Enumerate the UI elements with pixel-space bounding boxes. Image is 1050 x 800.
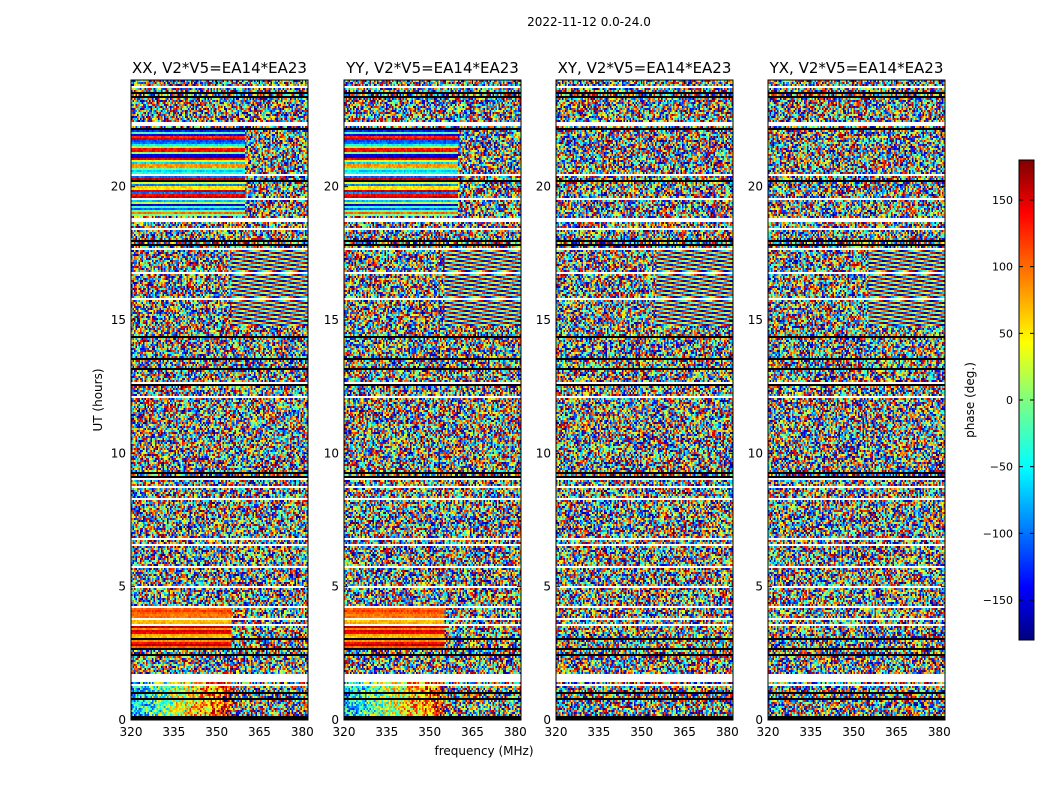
x-tick-label: 380	[291, 725, 314, 739]
colorbar-tick-label: −50	[990, 461, 1013, 474]
y-tick-label: 10	[748, 446, 763, 460]
y-tick-label: 0	[755, 713, 763, 727]
axes-frame	[555, 79, 734, 721]
y-tick-label: 15	[324, 313, 339, 327]
colorbar-tick-label: 100	[992, 261, 1013, 274]
y-tick-label: 15	[111, 313, 126, 327]
y-tick-label: 15	[536, 313, 551, 327]
colorbar: phase (deg.) 150 100 50 0 −50 −100 −150	[963, 159, 1035, 641]
axes-frame	[130, 79, 309, 721]
x-tick-label: 335	[587, 725, 610, 739]
x-tick-label: 320	[757, 725, 780, 739]
y-tick-label: 5	[331, 580, 339, 594]
x-tick-label: 335	[162, 725, 185, 739]
y-tick-label: 5	[543, 580, 551, 594]
panel-title: YY, V2*V5=EA14*EA23	[345, 59, 519, 77]
y-tick-label: 15	[748, 313, 763, 327]
x-tick-label: 365	[248, 725, 271, 739]
colorbar-tick-label: −100	[983, 527, 1013, 540]
heatmap-image	[556, 80, 733, 720]
y-tick-label: 5	[755, 580, 763, 594]
panel-title: XY, V2*V5=EA14*EA23	[558, 59, 732, 77]
x-tick-label: 320	[545, 725, 568, 739]
x-tick-label: 350	[205, 725, 228, 739]
y-tick-label: 20	[111, 180, 126, 194]
colorbar-tick-label: −150	[983, 594, 1013, 607]
y-tick-label: 0	[543, 713, 551, 727]
x-tick-label: 365	[673, 725, 696, 739]
colorbar-tick-label: 150	[992, 194, 1013, 207]
colorbar-label: phase (deg.)	[963, 362, 977, 438]
heatmap-image	[344, 80, 521, 720]
colorbar-tick-label: 50	[999, 327, 1013, 340]
x-tick-label: 320	[333, 725, 356, 739]
y-tick-label: 0	[331, 713, 339, 727]
x-tick-label: 380	[504, 725, 527, 739]
x-tick-label: 335	[799, 725, 822, 739]
y-tick-label: 20	[748, 180, 763, 194]
axes-frame	[343, 79, 522, 721]
colorbar-tick-label: 0	[1006, 394, 1013, 407]
y-tick-label: 10	[324, 446, 339, 460]
y-tick-label: 10	[111, 446, 126, 460]
heatmap-image	[131, 80, 308, 720]
panels: XX, V2*V5=EA14*EA23 320 335 350 365 380 0 5 10 15…	[111, 59, 951, 739]
x-tick-label: 380	[716, 725, 739, 739]
y-axis-label: UT (hours)	[91, 368, 105, 431]
x-tick-label: 365	[885, 725, 908, 739]
x-tick-label: 350	[630, 725, 653, 739]
x-tick-label: 350	[842, 725, 865, 739]
x-axis-label: frequency (MHz)	[434, 744, 533, 758]
panel-title: YX, V2*V5=EA14*EA23	[769, 59, 944, 77]
x-tick-label: 350	[418, 725, 441, 739]
panel-title: XX, V2*V5=EA14*EA23	[132, 59, 307, 77]
y-tick-label: 0	[118, 713, 126, 727]
x-tick-label: 380	[928, 725, 951, 739]
heatmap-image	[768, 80, 945, 720]
x-tick-label: 365	[461, 725, 484, 739]
axes-frame	[767, 79, 946, 721]
figure-suptitle: 2022-11-12 0.0-24.0	[527, 15, 651, 29]
y-tick-label: 20	[536, 180, 551, 194]
panel-xx: XX, V2*V5=EA14*EA23 320 335 350 365 380 0 5 10 15…	[111, 59, 314, 739]
x-tick-label: 335	[375, 725, 398, 739]
panel-yx: YX, V2*V5=EA14*EA23 320 335 350 365 380 0 5 10 15…	[748, 59, 951, 739]
y-tick-label: 5	[118, 580, 126, 594]
panel-xy: XY, V2*V5=EA14*EA23 320 335 350 365 380 0 5 10 15…	[536, 59, 739, 739]
y-tick-label: 10	[536, 446, 551, 460]
y-tick-label: 20	[324, 180, 339, 194]
panel-yy: YY, V2*V5=EA14*EA23 320 335 350 365 380 0 5 10 15…	[324, 59, 527, 739]
x-tick-label: 320	[120, 725, 143, 739]
